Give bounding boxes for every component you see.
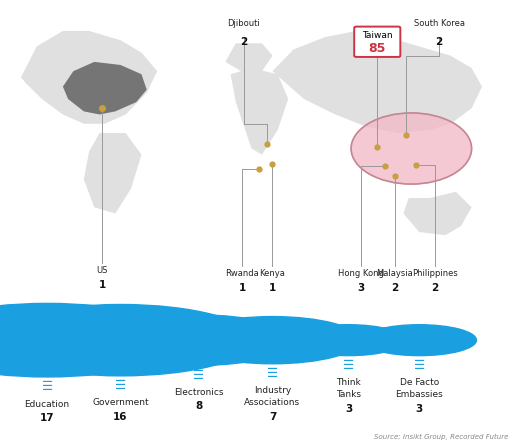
Circle shape xyxy=(106,315,292,366)
Text: South Korea: South Korea xyxy=(413,19,465,28)
Polygon shape xyxy=(225,43,272,74)
Circle shape xyxy=(351,113,472,184)
Text: Philippines: Philippines xyxy=(412,269,458,278)
Polygon shape xyxy=(272,31,482,133)
Text: 17: 17 xyxy=(40,413,54,423)
Circle shape xyxy=(0,305,253,376)
Text: Djibouti: Djibouti xyxy=(227,19,260,28)
Text: Rwanda: Rwanda xyxy=(225,269,259,278)
Text: ☰: ☰ xyxy=(115,379,126,392)
Text: 7: 7 xyxy=(269,412,276,422)
Text: 3: 3 xyxy=(357,283,364,293)
Polygon shape xyxy=(63,62,147,114)
Text: Kenya: Kenya xyxy=(259,269,286,278)
Text: US: US xyxy=(96,266,108,275)
Text: 1: 1 xyxy=(238,283,246,293)
Text: De Facto: De Facto xyxy=(400,378,439,387)
Text: Think: Think xyxy=(336,378,361,387)
Text: 1: 1 xyxy=(269,283,276,293)
Text: 16: 16 xyxy=(113,412,128,422)
Text: 2: 2 xyxy=(391,283,398,293)
Polygon shape xyxy=(403,192,472,235)
Text: Electronics: Electronics xyxy=(174,388,224,397)
Text: Education: Education xyxy=(25,400,70,408)
Text: Embassies: Embassies xyxy=(395,390,443,399)
Text: ☰: ☰ xyxy=(193,369,205,382)
Text: Source: Insikt Group, Recorded Future: Source: Insikt Group, Recorded Future xyxy=(374,434,508,440)
Text: Tanks: Tanks xyxy=(336,390,361,399)
Text: 8: 8 xyxy=(195,401,203,412)
Text: Malaysia: Malaysia xyxy=(376,269,413,278)
Text: Industry: Industry xyxy=(254,386,291,396)
Polygon shape xyxy=(21,31,157,124)
Text: ☰: ☰ xyxy=(413,359,425,372)
Text: 2: 2 xyxy=(240,37,247,47)
Text: Government: Government xyxy=(92,399,149,408)
Text: Taiwan: Taiwan xyxy=(362,31,392,40)
Text: 3: 3 xyxy=(345,404,352,414)
FancyBboxPatch shape xyxy=(354,27,400,57)
Polygon shape xyxy=(231,68,288,155)
Circle shape xyxy=(291,325,406,356)
Text: 2: 2 xyxy=(435,37,443,47)
Polygon shape xyxy=(84,133,141,213)
Text: 1: 1 xyxy=(99,280,106,290)
Circle shape xyxy=(0,303,183,377)
Text: 3: 3 xyxy=(416,404,423,414)
Text: ☰: ☰ xyxy=(41,380,53,393)
Text: ☰: ☰ xyxy=(343,359,354,372)
Text: Associations: Associations xyxy=(244,398,301,408)
Text: 85: 85 xyxy=(368,42,386,55)
Text: 2: 2 xyxy=(431,283,439,293)
Circle shape xyxy=(185,316,360,364)
Text: ☰: ☰ xyxy=(267,367,278,380)
Text: Hong Kong: Hong Kong xyxy=(337,269,384,278)
Circle shape xyxy=(362,325,476,356)
